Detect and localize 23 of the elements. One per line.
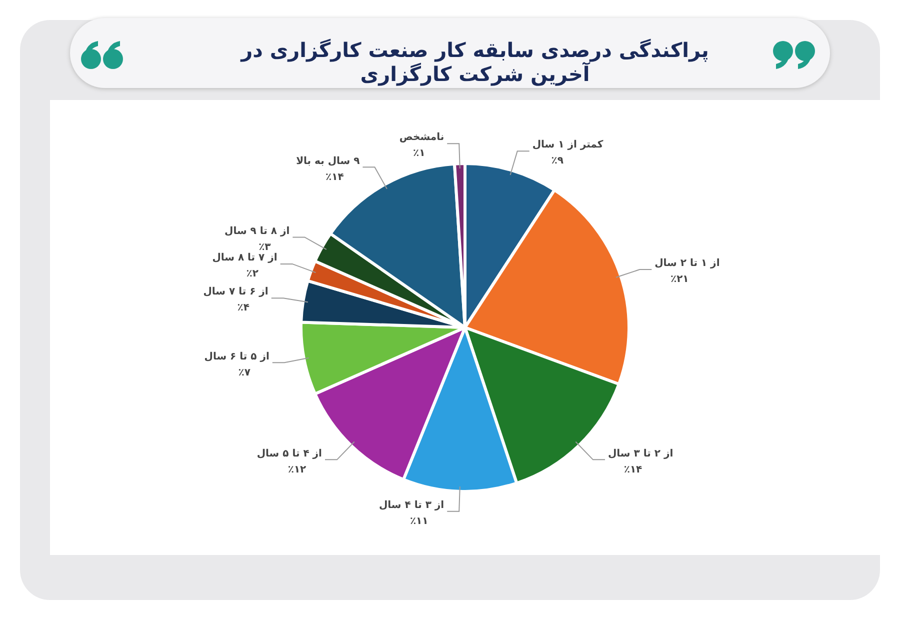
slice-label: از ۷ تا ۸ سال xyxy=(212,252,278,264)
data-label: ٪۱۴ xyxy=(326,172,344,183)
data-label: ٪۱۲ xyxy=(288,464,306,476)
slice-label: از ۶ تا ۷ سال xyxy=(203,286,268,298)
data-label: ٪۱۱ xyxy=(410,516,428,527)
slice-label: کمتر از ۱ سال xyxy=(532,140,604,151)
slice-label: از ۸ تا ۹ سال xyxy=(224,226,290,237)
slice-label: ۹ سال به بالا xyxy=(296,156,360,167)
chart-title: پراکندگی درصدی سابقه کار صنعت کارگزاری در آخرین شرکت کارگزاری xyxy=(239,38,710,86)
data-label: ٪۲ xyxy=(246,268,258,280)
slice-label: نامشخص xyxy=(399,132,444,144)
data-label: ٪۹ xyxy=(551,156,564,167)
data-label: ٪۱۴ xyxy=(624,464,642,476)
slice-label: از ۳ تا ۴ سال xyxy=(378,500,444,511)
data-label: ٪۲۱ xyxy=(670,274,689,286)
data-label: ٪۴ xyxy=(237,302,250,314)
slice-label: از ۱ تا ۲ سال xyxy=(654,258,720,270)
slice-label: از ۴ تا ۵ سال xyxy=(256,448,322,460)
slice-label: از ۲ تا ۳ سال xyxy=(608,448,674,460)
slice-label: از ۵ تا ۶ سال xyxy=(204,351,270,362)
data-label: ٪۳ xyxy=(258,242,271,253)
data-label: ٪۷ xyxy=(238,367,250,378)
data-label: ٪۱ xyxy=(412,148,426,160)
